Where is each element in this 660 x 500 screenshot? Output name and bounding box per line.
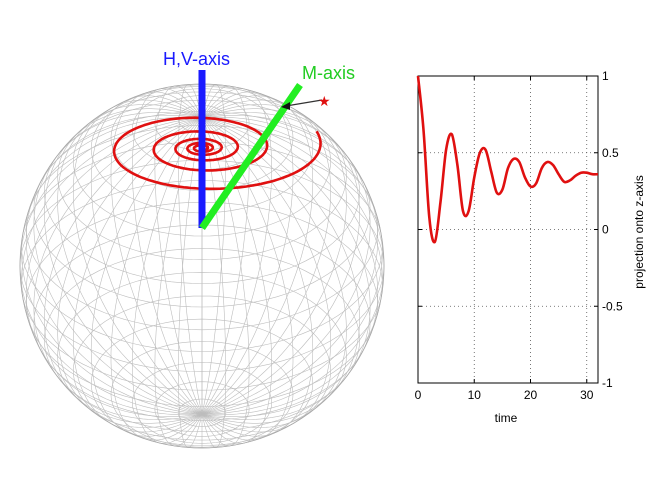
plot-gridlines bbox=[418, 76, 598, 383]
meridian-line bbox=[90, 95, 203, 415]
meridian-line bbox=[44, 117, 203, 424]
m-axis-line bbox=[199, 83, 303, 230]
meridian-line bbox=[110, 91, 203, 415]
meridian-line bbox=[132, 88, 203, 415]
meridian-line bbox=[201, 117, 294, 441]
meridian-line bbox=[154, 117, 203, 447]
meridian-line bbox=[201, 115, 379, 415]
y-axis-label: projection onto z-axis bbox=[632, 175, 646, 288]
meridian-line bbox=[25, 115, 203, 415]
y-tick-label: -1 bbox=[602, 376, 613, 390]
meridian-line bbox=[21, 117, 203, 416]
meridian-line bbox=[201, 95, 314, 415]
meridian-line bbox=[21, 116, 203, 415]
meridian-line bbox=[57, 117, 203, 428]
meridian-line bbox=[201, 99, 332, 415]
y-tick-label: 1 bbox=[602, 69, 609, 83]
meridian-line bbox=[201, 117, 371, 420]
meridian-line bbox=[201, 104, 347, 415]
x-axis-label: time bbox=[495, 411, 518, 425]
x-tick-label: 0 bbox=[415, 388, 422, 402]
y-tick-label: -0.5 bbox=[602, 299, 623, 313]
meridian-line bbox=[44, 108, 203, 415]
projection-series-line bbox=[416, 75, 599, 244]
y-tick-label: 0.5 bbox=[602, 146, 619, 160]
meridian-line bbox=[201, 117, 360, 424]
x-tick-label: 10 bbox=[468, 388, 482, 402]
meridian-line bbox=[177, 84, 203, 415]
meridian-line bbox=[33, 117, 203, 420]
meridian-line bbox=[177, 117, 203, 448]
meridian-line bbox=[201, 88, 272, 415]
meridian-line bbox=[132, 117, 203, 444]
meridian-line bbox=[201, 117, 347, 428]
hv-axis-label: H,V-axis bbox=[163, 49, 230, 69]
y-tick-label: 0 bbox=[602, 223, 609, 237]
meridian-line bbox=[201, 117, 379, 417]
plot-ticks: 0 10 20 30 -1 -0.5 0 0.5 1 bbox=[415, 69, 623, 402]
meridian-line bbox=[201, 84, 227, 415]
meridian-line bbox=[72, 99, 203, 415]
start-star-marker: ★ bbox=[318, 94, 331, 110]
m-axis-label: M-axis bbox=[302, 63, 355, 83]
meridian-line bbox=[57, 104, 203, 415]
vector-arrow bbox=[281, 99, 323, 110]
plot-series bbox=[416, 75, 599, 244]
x-tick-label: 20 bbox=[524, 388, 538, 402]
meridian-line bbox=[201, 117, 383, 416]
x-tick-label: 30 bbox=[580, 388, 594, 402]
meridian-line bbox=[201, 116, 383, 415]
meridian-line bbox=[201, 117, 332, 433]
meridian-line bbox=[201, 117, 314, 437]
